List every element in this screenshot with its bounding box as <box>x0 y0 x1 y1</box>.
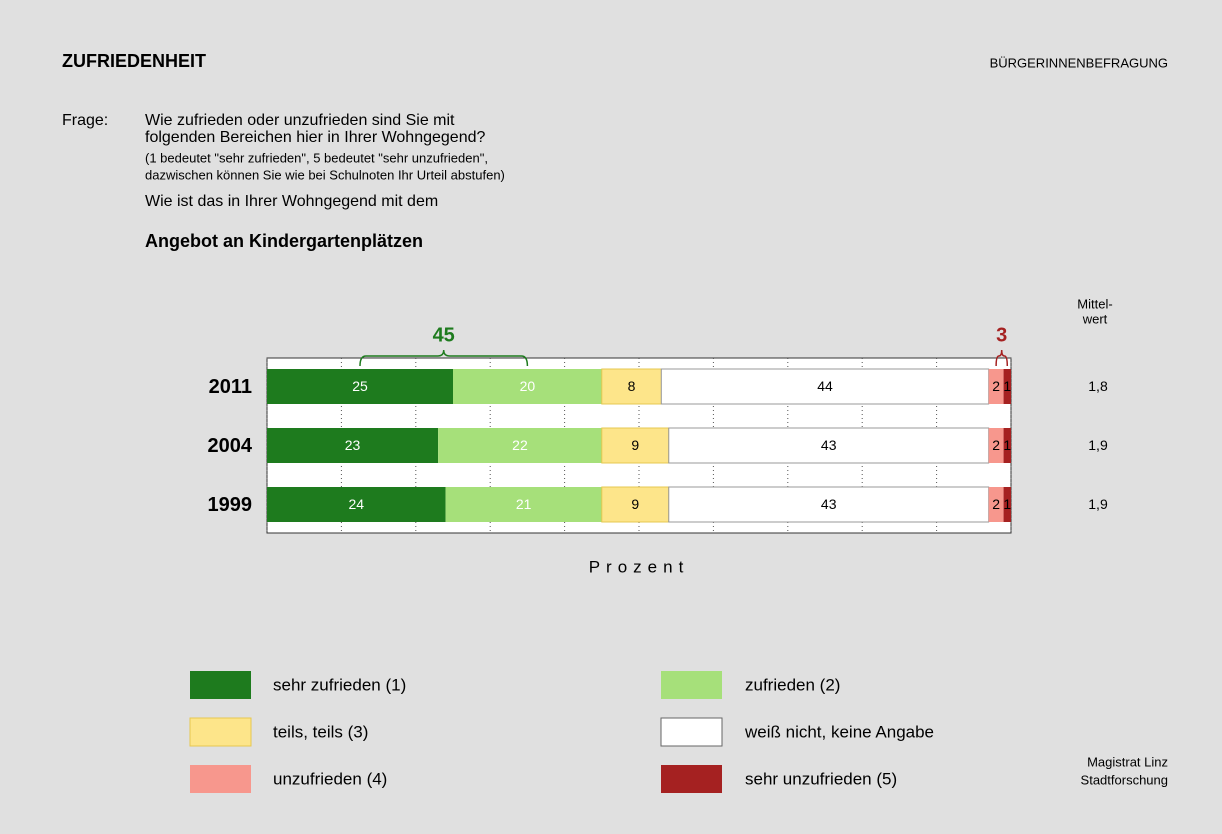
legend-swatch <box>661 671 722 699</box>
bar-segment <box>267 369 453 404</box>
question-line: Wie zufrieden oder unzufrieden sind Sie … <box>145 112 455 129</box>
bar-segment <box>453 369 602 404</box>
bar-segment <box>438 428 602 463</box>
legend-swatch <box>190 671 251 699</box>
source: Stadtforschung <box>1081 772 1168 787</box>
data-label: 1 <box>1003 437 1011 453</box>
bar-segment <box>988 428 1004 463</box>
legend-swatch <box>660 717 723 747</box>
bar-segment <box>601 368 662 405</box>
bar-segment <box>988 369 1004 404</box>
question-note: (1 bedeutet "sehr zufrieden", 5 bedeutet… <box>145 150 488 165</box>
mean-value: 1,9 <box>1088 496 1108 512</box>
chart-title: Angebot an Kindergartenplätzen <box>145 231 423 251</box>
legend-swatch <box>190 765 251 793</box>
x-axis-label: Prozent <box>589 557 690 576</box>
mean-value: 1,9 <box>1088 437 1108 453</box>
mean-value: 1,8 <box>1088 378 1108 394</box>
bar-segment <box>668 486 990 523</box>
data-label: 1 <box>1003 496 1011 512</box>
bar-segment <box>267 487 446 522</box>
bar-segment <box>267 428 439 463</box>
source: Magistrat Linz <box>1087 754 1168 769</box>
question-line: folgenden Bereichen hier in Ihrer Wohnge… <box>145 129 485 146</box>
bar-segment <box>1003 428 1011 463</box>
annotation: 3 <box>996 324 1007 346</box>
legend-swatch <box>661 765 722 793</box>
header-title: ZUFRIEDENHEIT <box>62 51 206 71</box>
brace <box>359 349 529 367</box>
brace <box>995 349 1009 367</box>
means-title: wert <box>1082 311 1108 326</box>
legend-label: sehr zufrieden (1) <box>273 675 406 694</box>
data-label: 1 <box>1003 378 1011 394</box>
means-title: Mittel- <box>1077 296 1112 311</box>
legend-label: sehr unzufrieden (5) <box>745 769 897 788</box>
data-label: 9 <box>631 437 639 453</box>
bar-segment <box>601 486 670 523</box>
annotation: 45 <box>433 324 455 346</box>
bar-segment <box>445 487 602 522</box>
data-label: 20 <box>520 378 536 394</box>
bar-segment <box>988 487 1004 522</box>
y-tick-label: 1999 <box>208 494 253 516</box>
data-label: 2 <box>992 378 1000 394</box>
data-label: 22 <box>512 437 528 453</box>
legend-label: teils, teils (3) <box>273 722 368 741</box>
y-tick-label: 2004 <box>208 435 253 457</box>
question-lead: Wie ist das in Ihrer Wohngegend mit dem <box>145 193 438 210</box>
data-label: 44 <box>817 378 833 394</box>
data-label: 9 <box>631 496 639 512</box>
data-label: 25 <box>352 378 368 394</box>
data-label: 8 <box>628 378 636 394</box>
question-note: dazwischen können Sie wie bei Schulnoten… <box>145 167 505 182</box>
legend-label: zufrieden (2) <box>745 675 840 694</box>
data-label: 43 <box>821 496 837 512</box>
bar-segment <box>1003 369 1011 404</box>
data-label: 23 <box>345 437 361 453</box>
bar-segment <box>1003 487 1011 522</box>
data-label: 24 <box>348 496 364 512</box>
data-label: 43 <box>821 437 837 453</box>
survey-label: BÜRGERINNENBEFRAGUNG <box>990 55 1168 70</box>
legend-swatch <box>189 717 252 747</box>
data-label: 2 <box>992 496 1000 512</box>
bar-segment <box>660 368 990 405</box>
data-label: 21 <box>516 496 532 512</box>
data-label: 2 <box>992 437 1000 453</box>
y-tick-label: 2011 <box>209 376 252 398</box>
question-label: Frage: <box>62 112 108 129</box>
legend-label: unzufrieden (4) <box>273 769 387 788</box>
legend-label: weiß nicht, keine Angabe <box>744 722 934 741</box>
